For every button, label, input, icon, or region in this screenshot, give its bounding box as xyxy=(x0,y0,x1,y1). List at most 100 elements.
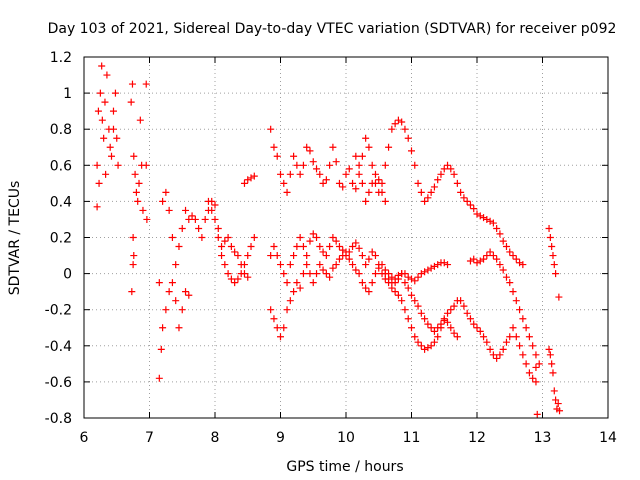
data-point xyxy=(142,161,150,169)
data-point xyxy=(93,161,101,169)
data-point xyxy=(496,261,504,269)
data-point xyxy=(493,354,501,362)
data-point xyxy=(368,179,376,187)
data-point xyxy=(273,252,281,260)
data-point xyxy=(309,230,317,238)
data-point xyxy=(362,197,370,205)
data-point xyxy=(417,309,425,317)
data-point xyxy=(378,179,386,187)
data-point xyxy=(109,107,117,115)
data-point xyxy=(277,261,284,269)
y-tick-label: 0.4 xyxy=(50,194,72,210)
data-point xyxy=(398,118,406,126)
y-tick-label: 0.2 xyxy=(50,231,72,247)
data-point xyxy=(440,259,448,267)
data-point xyxy=(94,107,102,115)
data-point xyxy=(368,161,376,169)
data-point xyxy=(221,237,229,245)
data-point xyxy=(319,248,327,256)
data-point xyxy=(329,264,337,272)
data-point xyxy=(286,170,294,178)
data-point xyxy=(113,134,121,142)
data-point xyxy=(489,351,497,359)
data-points xyxy=(93,62,564,418)
data-point xyxy=(401,270,409,278)
data-point xyxy=(414,273,422,281)
data-point xyxy=(101,98,109,106)
data-point xyxy=(444,318,452,326)
x-tick-label: 7 xyxy=(145,430,154,446)
data-point xyxy=(96,89,104,97)
data-point xyxy=(493,255,501,263)
data-point xyxy=(296,170,304,178)
data-point xyxy=(293,161,301,169)
data-point xyxy=(102,170,110,178)
data-point xyxy=(98,116,106,124)
data-point xyxy=(201,215,209,223)
data-point xyxy=(234,275,242,283)
data-point xyxy=(250,234,258,241)
y-tick-labels: -0.8 -0.6 -0.4 -0.2 0 0.2 0.4 0.6 0.8 1 1.2 xyxy=(45,50,72,427)
data-point xyxy=(466,315,474,323)
data-point xyxy=(512,333,520,341)
data-point xyxy=(132,188,140,196)
data-point xyxy=(368,279,376,287)
data-point xyxy=(398,297,406,305)
data-point xyxy=(136,116,144,124)
data-point xyxy=(283,279,291,287)
data-point xyxy=(486,248,494,256)
data-point xyxy=(466,201,474,209)
data-point xyxy=(473,324,481,332)
data-point xyxy=(533,410,541,418)
data-point xyxy=(516,342,524,350)
data-point xyxy=(128,288,136,296)
data-point xyxy=(549,252,557,260)
data-point xyxy=(401,279,409,287)
data-point xyxy=(178,306,186,314)
data-point xyxy=(296,284,304,292)
data-point xyxy=(463,197,471,205)
data-point xyxy=(159,324,167,332)
data-point xyxy=(394,291,402,299)
data-point xyxy=(221,261,229,269)
x-tick-label: 12 xyxy=(468,430,486,446)
data-point xyxy=(480,214,488,222)
data-point xyxy=(529,342,537,350)
data-point xyxy=(131,170,139,178)
data-point xyxy=(408,275,415,283)
data-point xyxy=(306,147,314,155)
data-point xyxy=(355,161,363,169)
data-point xyxy=(134,197,142,205)
data-point xyxy=(322,176,330,184)
data-point xyxy=(355,244,363,252)
data-point xyxy=(532,378,540,386)
data-point xyxy=(424,320,432,328)
chart-title: Day 103 of 2021, Sidereal Day-to-day VTE… xyxy=(48,21,617,37)
data-point xyxy=(224,270,232,278)
x-tick-label: 6 xyxy=(80,430,89,446)
data-point xyxy=(378,261,386,269)
data-point xyxy=(388,279,396,287)
data-point xyxy=(299,243,307,251)
data-point xyxy=(486,217,494,225)
data-point xyxy=(240,179,248,187)
data-point xyxy=(434,324,442,332)
data-point xyxy=(427,264,435,272)
data-point xyxy=(185,215,193,223)
data-point xyxy=(430,183,438,191)
data-point xyxy=(345,165,353,173)
data-point xyxy=(460,194,468,202)
data-point xyxy=(130,252,138,260)
x-tick-labels: 6 7 8 9 10 11 12 13 14 xyxy=(80,430,617,446)
data-point xyxy=(162,306,170,314)
data-point xyxy=(545,345,553,353)
data-point xyxy=(316,243,324,251)
data-point xyxy=(349,243,357,251)
data-point xyxy=(440,165,448,173)
data-point xyxy=(142,80,150,88)
data-point xyxy=(365,288,373,296)
data-point xyxy=(329,234,337,241)
data-point xyxy=(273,152,281,160)
data-point xyxy=(496,230,504,238)
data-point xyxy=(175,243,183,251)
